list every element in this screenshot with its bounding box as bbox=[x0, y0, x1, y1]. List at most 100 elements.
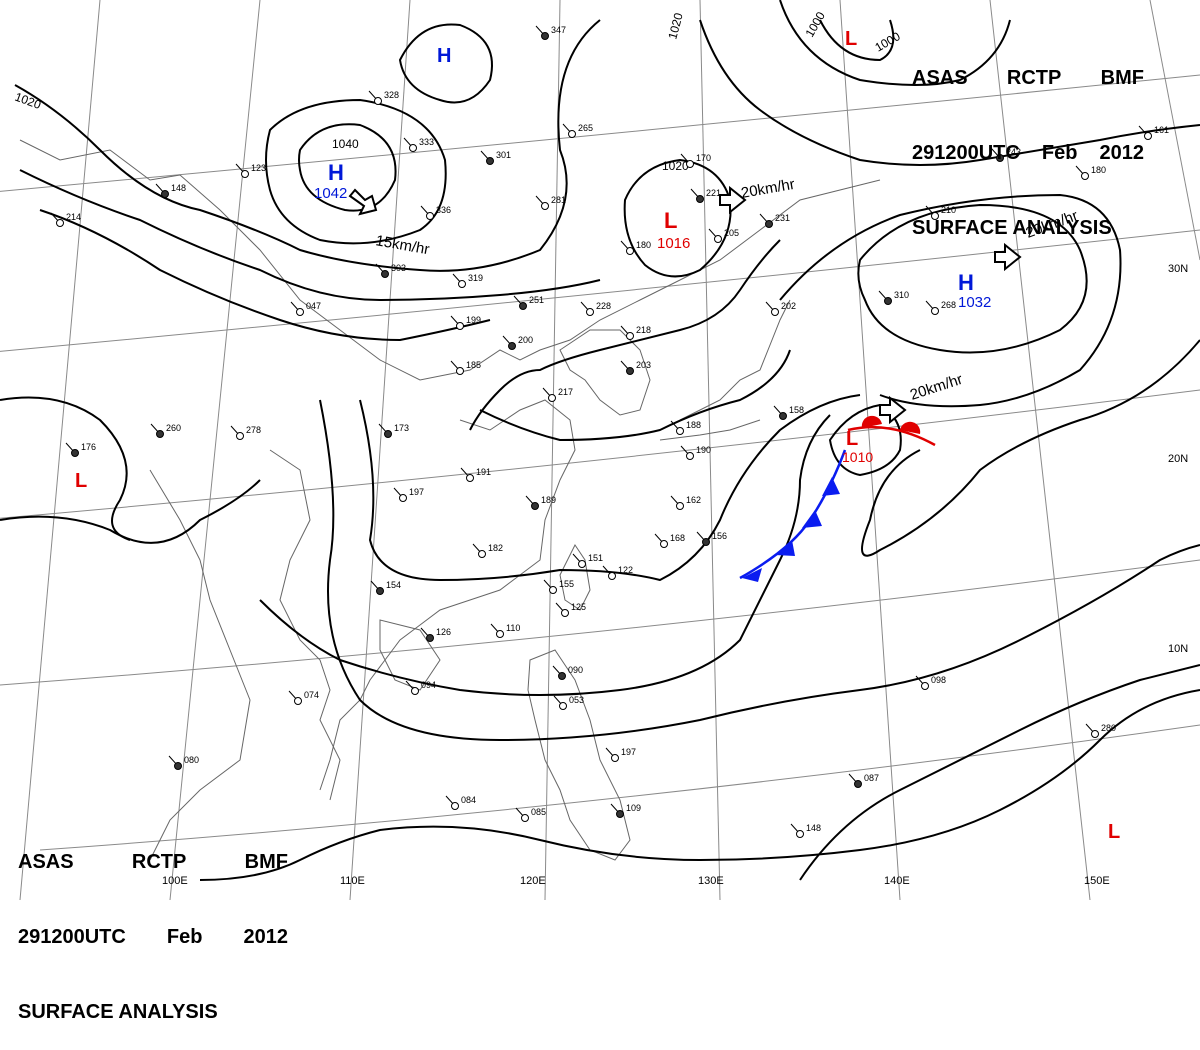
station-pressure: 218 bbox=[636, 325, 651, 335]
station-plot: 190 bbox=[680, 445, 711, 460]
station-plot: 333 bbox=[403, 137, 434, 152]
station-plot: 188 bbox=[670, 420, 701, 435]
high-center-2: H bbox=[437, 45, 451, 67]
station-plot: 328 bbox=[368, 90, 399, 105]
station-plot: 154 bbox=[370, 580, 401, 595]
station-plot: 074 bbox=[288, 690, 319, 705]
station-marker bbox=[1144, 132, 1152, 140]
high-center-1: H bbox=[328, 160, 344, 185]
station-plot: 161 bbox=[1138, 125, 1169, 140]
coastlines bbox=[19, 139, 881, 861]
station-marker bbox=[796, 830, 804, 838]
station-plot: 251 bbox=[513, 295, 544, 310]
station-pressure: 301 bbox=[496, 150, 511, 160]
station-plot: 231 bbox=[759, 213, 790, 228]
station-plot: 203 bbox=[620, 360, 651, 375]
low-center-1: L bbox=[664, 208, 677, 233]
station-pressure: 228 bbox=[596, 301, 611, 311]
station-marker bbox=[548, 394, 556, 402]
station-plot: 197 bbox=[393, 487, 424, 502]
header-bottom-title: SURFACE ANALYSIS bbox=[18, 1001, 218, 1023]
station-pressure: 281 bbox=[551, 195, 566, 205]
svg-text:120E: 120E bbox=[520, 875, 546, 887]
header-top-time: 291200UTC bbox=[912, 142, 1020, 164]
station-plot: 278 bbox=[230, 425, 261, 440]
station-plot: 319 bbox=[452, 273, 483, 288]
header-top-title: SURFACE ANALYSIS bbox=[912, 217, 1112, 239]
station-marker bbox=[521, 814, 529, 822]
station-marker bbox=[161, 190, 169, 198]
station-pressure: 203 bbox=[636, 360, 651, 370]
station-pressure: 231 bbox=[775, 213, 790, 223]
station-pressure: 087 bbox=[864, 773, 879, 783]
station-pressure: 260 bbox=[166, 423, 181, 433]
station-pressure: 202 bbox=[781, 301, 796, 311]
station-marker bbox=[686, 160, 694, 168]
cold-front bbox=[739, 449, 847, 582]
svg-text:1040: 1040 bbox=[332, 137, 359, 151]
svg-text:1020: 1020 bbox=[665, 11, 686, 41]
station-plot: 303 bbox=[375, 263, 406, 278]
station-marker bbox=[409, 144, 417, 152]
station-pressure: 158 bbox=[789, 405, 804, 415]
low-center-3: L bbox=[845, 28, 857, 50]
station-pressure: 126 bbox=[436, 627, 451, 637]
station-marker bbox=[765, 220, 773, 228]
station-pressure: 047 bbox=[306, 301, 321, 311]
svg-text:1020: 1020 bbox=[13, 90, 43, 112]
station-pressure: 197 bbox=[409, 487, 424, 497]
station-marker bbox=[458, 280, 466, 288]
station-pressure: 110 bbox=[506, 623, 520, 633]
svg-text:1000: 1000 bbox=[802, 9, 828, 39]
station-plot: 200 bbox=[502, 335, 533, 350]
header-top-code-2: RCTP bbox=[1006, 67, 1062, 89]
station-plot: 156 bbox=[696, 531, 727, 546]
station-plot: 221 bbox=[690, 188, 721, 203]
station-marker bbox=[541, 32, 549, 40]
weather-map: H 1042 H L 1016 H 1032 L 1010 L L L 1020… bbox=[0, 0, 1200, 900]
station-plot: 197 bbox=[605, 747, 636, 762]
station-marker bbox=[626, 332, 634, 340]
station-pressure: 168 bbox=[670, 533, 685, 543]
header-line-3: SURFACE ANALYSIS bbox=[18, 1000, 288, 1025]
station-marker bbox=[568, 130, 576, 138]
station-plot: 125 bbox=[555, 602, 586, 617]
station-pressure: 191 bbox=[476, 467, 491, 477]
station-plot: 214 bbox=[50, 212, 81, 227]
station-marker bbox=[236, 432, 244, 440]
station-marker bbox=[156, 430, 164, 438]
station-pressure: 182 bbox=[488, 543, 503, 553]
station-marker bbox=[456, 322, 464, 330]
svg-text:100E: 100E bbox=[162, 875, 188, 887]
station-plot: 151 bbox=[572, 553, 603, 568]
station-plot: 162 bbox=[670, 495, 701, 510]
station-marker bbox=[241, 170, 249, 178]
station-marker bbox=[578, 560, 586, 568]
station-pressure: 278 bbox=[246, 425, 261, 435]
station-pressure: 217 bbox=[558, 387, 573, 397]
station-plot: 182 bbox=[472, 543, 503, 558]
station-marker bbox=[676, 427, 684, 435]
header-bottom-code-2: RCTP bbox=[131, 851, 187, 873]
station-marker bbox=[854, 780, 862, 788]
svg-text:20N: 20N bbox=[1168, 453, 1188, 465]
station-plot: 173 bbox=[378, 423, 409, 438]
station-pressure: 148 bbox=[171, 183, 186, 193]
station-pressure: 214 bbox=[66, 212, 81, 222]
station-plot: 310 bbox=[878, 290, 909, 305]
svg-text:150E: 150E bbox=[1084, 875, 1110, 887]
station-pressure: 085 bbox=[531, 807, 546, 817]
station-marker bbox=[456, 367, 464, 375]
station-marker bbox=[486, 157, 494, 165]
station-plot: 170 bbox=[680, 153, 711, 168]
station-plot: 180 bbox=[620, 240, 651, 255]
station-plot: 176 bbox=[65, 442, 96, 457]
station-plot: 148 bbox=[790, 823, 821, 838]
station-pressure: 199 bbox=[466, 315, 481, 325]
high-center-3: H bbox=[958, 270, 974, 295]
station-pressure: 189 bbox=[541, 495, 556, 505]
station-marker bbox=[426, 212, 434, 220]
station-pressure: 180 bbox=[1091, 165, 1106, 175]
station-plot: 087 bbox=[848, 773, 879, 788]
high-center-1-value: 1042 bbox=[314, 185, 347, 202]
